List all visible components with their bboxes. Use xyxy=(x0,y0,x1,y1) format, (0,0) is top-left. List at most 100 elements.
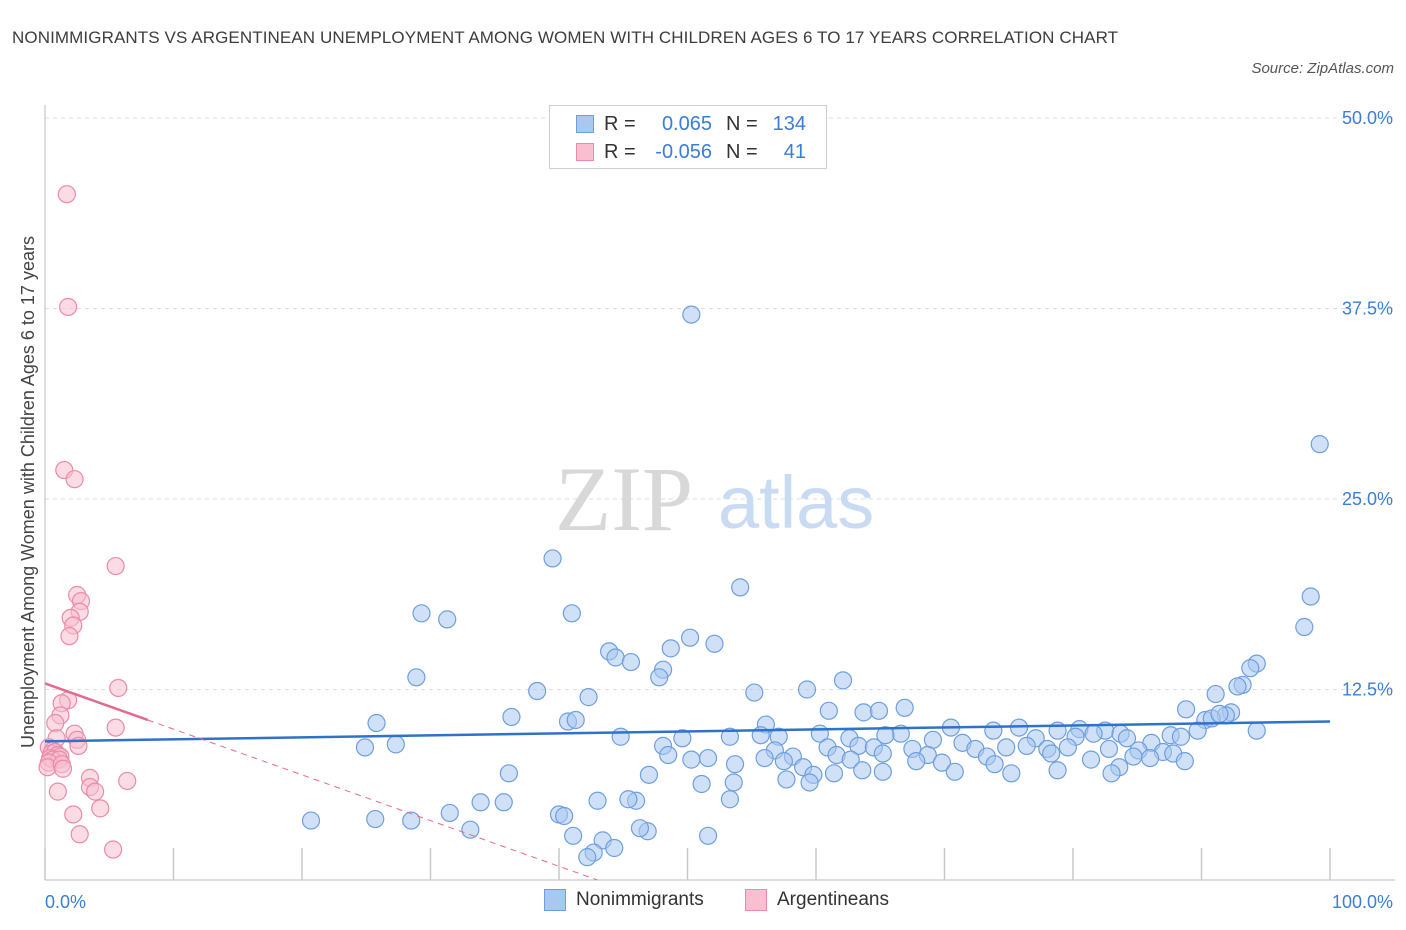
nonimmigrant-point xyxy=(1176,700,1196,719)
nonimmigrant-point xyxy=(854,703,873,722)
nonimmigrant-point xyxy=(661,639,680,658)
nonimmigrant-point xyxy=(1295,617,1314,637)
nonimmigrant-point xyxy=(755,748,774,768)
nonimmigrant-point xyxy=(895,698,914,717)
nonimmigrant-point xyxy=(386,735,405,754)
nonimmigrant-point xyxy=(367,713,386,733)
y-tick-label: 12.5% xyxy=(1342,680,1393,700)
nonimmigrant-point xyxy=(1058,738,1077,757)
argentinean-point xyxy=(65,470,84,489)
nonimmigrant-point xyxy=(1099,739,1119,759)
n-value: 134 xyxy=(772,112,806,135)
nonimmigrant-point xyxy=(659,745,678,765)
argentinean-point xyxy=(109,678,128,698)
argentineans-points xyxy=(38,185,137,859)
chart-title: NONIMMIGRANTS VS ARGENTINEAN UNEMPLOYMEN… xyxy=(12,28,1119,47)
nonimmigrant-point xyxy=(499,764,518,783)
nonimmigrant-point xyxy=(564,826,583,845)
nonimmigrant-point xyxy=(800,773,819,792)
nonimmigrant-point xyxy=(680,628,700,647)
argentinean-point xyxy=(48,782,67,801)
nonimmigrant-point xyxy=(1084,724,1103,743)
nonimmigrant-point xyxy=(1002,764,1021,783)
argentinean-point xyxy=(91,799,110,818)
nonimmigrant-point xyxy=(923,730,943,749)
nonimmigrant-point xyxy=(621,652,641,672)
nonimmigrant-point xyxy=(797,680,817,699)
nonimmigrant-point xyxy=(745,683,764,702)
legend-label-argentineans: Argentineans xyxy=(777,889,889,910)
nonimmigrant-point xyxy=(1102,764,1121,783)
y-tick-label: 37.5% xyxy=(1342,299,1393,319)
gridlines xyxy=(45,117,1395,690)
nonimmigrant-point xyxy=(985,755,1004,774)
nonimmigrant-point xyxy=(724,773,743,792)
series-legend: Nonimmigrants Argentineans xyxy=(0,889,1406,915)
nonimmigrant-point xyxy=(819,701,838,720)
nonimmigrants-points xyxy=(301,305,1329,867)
nonimmigrant-point xyxy=(725,755,745,774)
legend-item-nonimmigrants[interactable]: Nonimmigrants xyxy=(544,889,704,911)
nonimmigrant-point xyxy=(1241,659,1260,678)
nonimmigrant-point xyxy=(440,803,459,823)
nonimmigrant-point xyxy=(984,721,1003,740)
argentinean-point xyxy=(104,840,123,859)
argentinean-point xyxy=(118,771,137,791)
nonimmigrant-point xyxy=(650,668,669,687)
r-value: -0.056 xyxy=(655,140,712,163)
nonimmigrant-point xyxy=(1247,721,1266,740)
argentinean-point xyxy=(59,297,78,317)
nonimmigrant-point xyxy=(611,727,630,746)
argentinean-point xyxy=(53,759,73,778)
nonimmigrant-point xyxy=(873,744,892,763)
nonimmigrant-point xyxy=(777,770,796,789)
nonimmigrant-point xyxy=(461,820,480,839)
nonimmigrant-point xyxy=(605,838,624,858)
nonimmigrant-point xyxy=(1017,736,1036,755)
nonimmigrant-point xyxy=(1206,684,1225,704)
nonimmigrant-point xyxy=(366,809,385,829)
nonimmigrant-point xyxy=(1175,752,1194,771)
blue-swatch xyxy=(576,115,594,133)
r-label: R = xyxy=(604,140,636,163)
argentineans-trend-extension xyxy=(147,719,598,881)
nonimmigrant-point xyxy=(301,811,321,830)
nonimmigrant-point xyxy=(438,610,457,629)
argentinean-point xyxy=(70,825,89,844)
nonimmigrant-point xyxy=(494,793,513,812)
argentinean-point xyxy=(106,556,125,576)
nonimmigrant-point xyxy=(502,707,521,727)
x-tick-label-start: 0.0% xyxy=(45,892,86,912)
nonimmigrant-point xyxy=(412,604,431,623)
nonimmigrant-point xyxy=(673,729,692,748)
nonimmigrant-point xyxy=(579,688,598,707)
nonimmigrant-point xyxy=(639,765,659,784)
legend-item-argentineans[interactable]: Argentineans xyxy=(745,889,889,911)
argentinean-point xyxy=(46,713,65,733)
nonimmigrant-point xyxy=(566,710,585,730)
nonimmigrant-point xyxy=(1124,747,1143,766)
nonimmigrant-point xyxy=(1081,750,1101,769)
nonimmigrant-point xyxy=(543,549,562,568)
pink-swatch xyxy=(745,889,767,911)
blue-swatch xyxy=(544,889,566,911)
correlation-legend: R = 0.065 N = 134 R = -0.056 N = 41 xyxy=(549,105,827,169)
n-label: N = xyxy=(726,112,758,135)
argentinean-point xyxy=(57,185,76,204)
x-tick-label-end: 100.0% xyxy=(1332,892,1393,912)
nonimmigrant-point xyxy=(698,826,718,845)
nonimmigrant-point xyxy=(720,727,740,746)
legend-row-nonimmigrants: R = 0.065 N = 134 xyxy=(576,110,806,138)
nonimmigrants-trend-line xyxy=(44,720,1331,743)
nonimmigrant-point xyxy=(528,681,547,701)
source-label: Source: ZipAtlas.com xyxy=(1251,60,1394,77)
nonimmigrant-point xyxy=(355,738,375,757)
nonimmigrant-point xyxy=(720,790,740,809)
nonimmigrant-point xyxy=(841,750,860,769)
nonimmigrant-point xyxy=(1188,721,1207,740)
argentineans-trend-line xyxy=(44,682,149,722)
y-axis-label: Unemployment Among Women with Children A… xyxy=(18,236,38,748)
nonimmigrant-point xyxy=(682,750,701,769)
n-label: N = xyxy=(726,140,758,163)
nonimmigrant-point xyxy=(407,668,426,687)
